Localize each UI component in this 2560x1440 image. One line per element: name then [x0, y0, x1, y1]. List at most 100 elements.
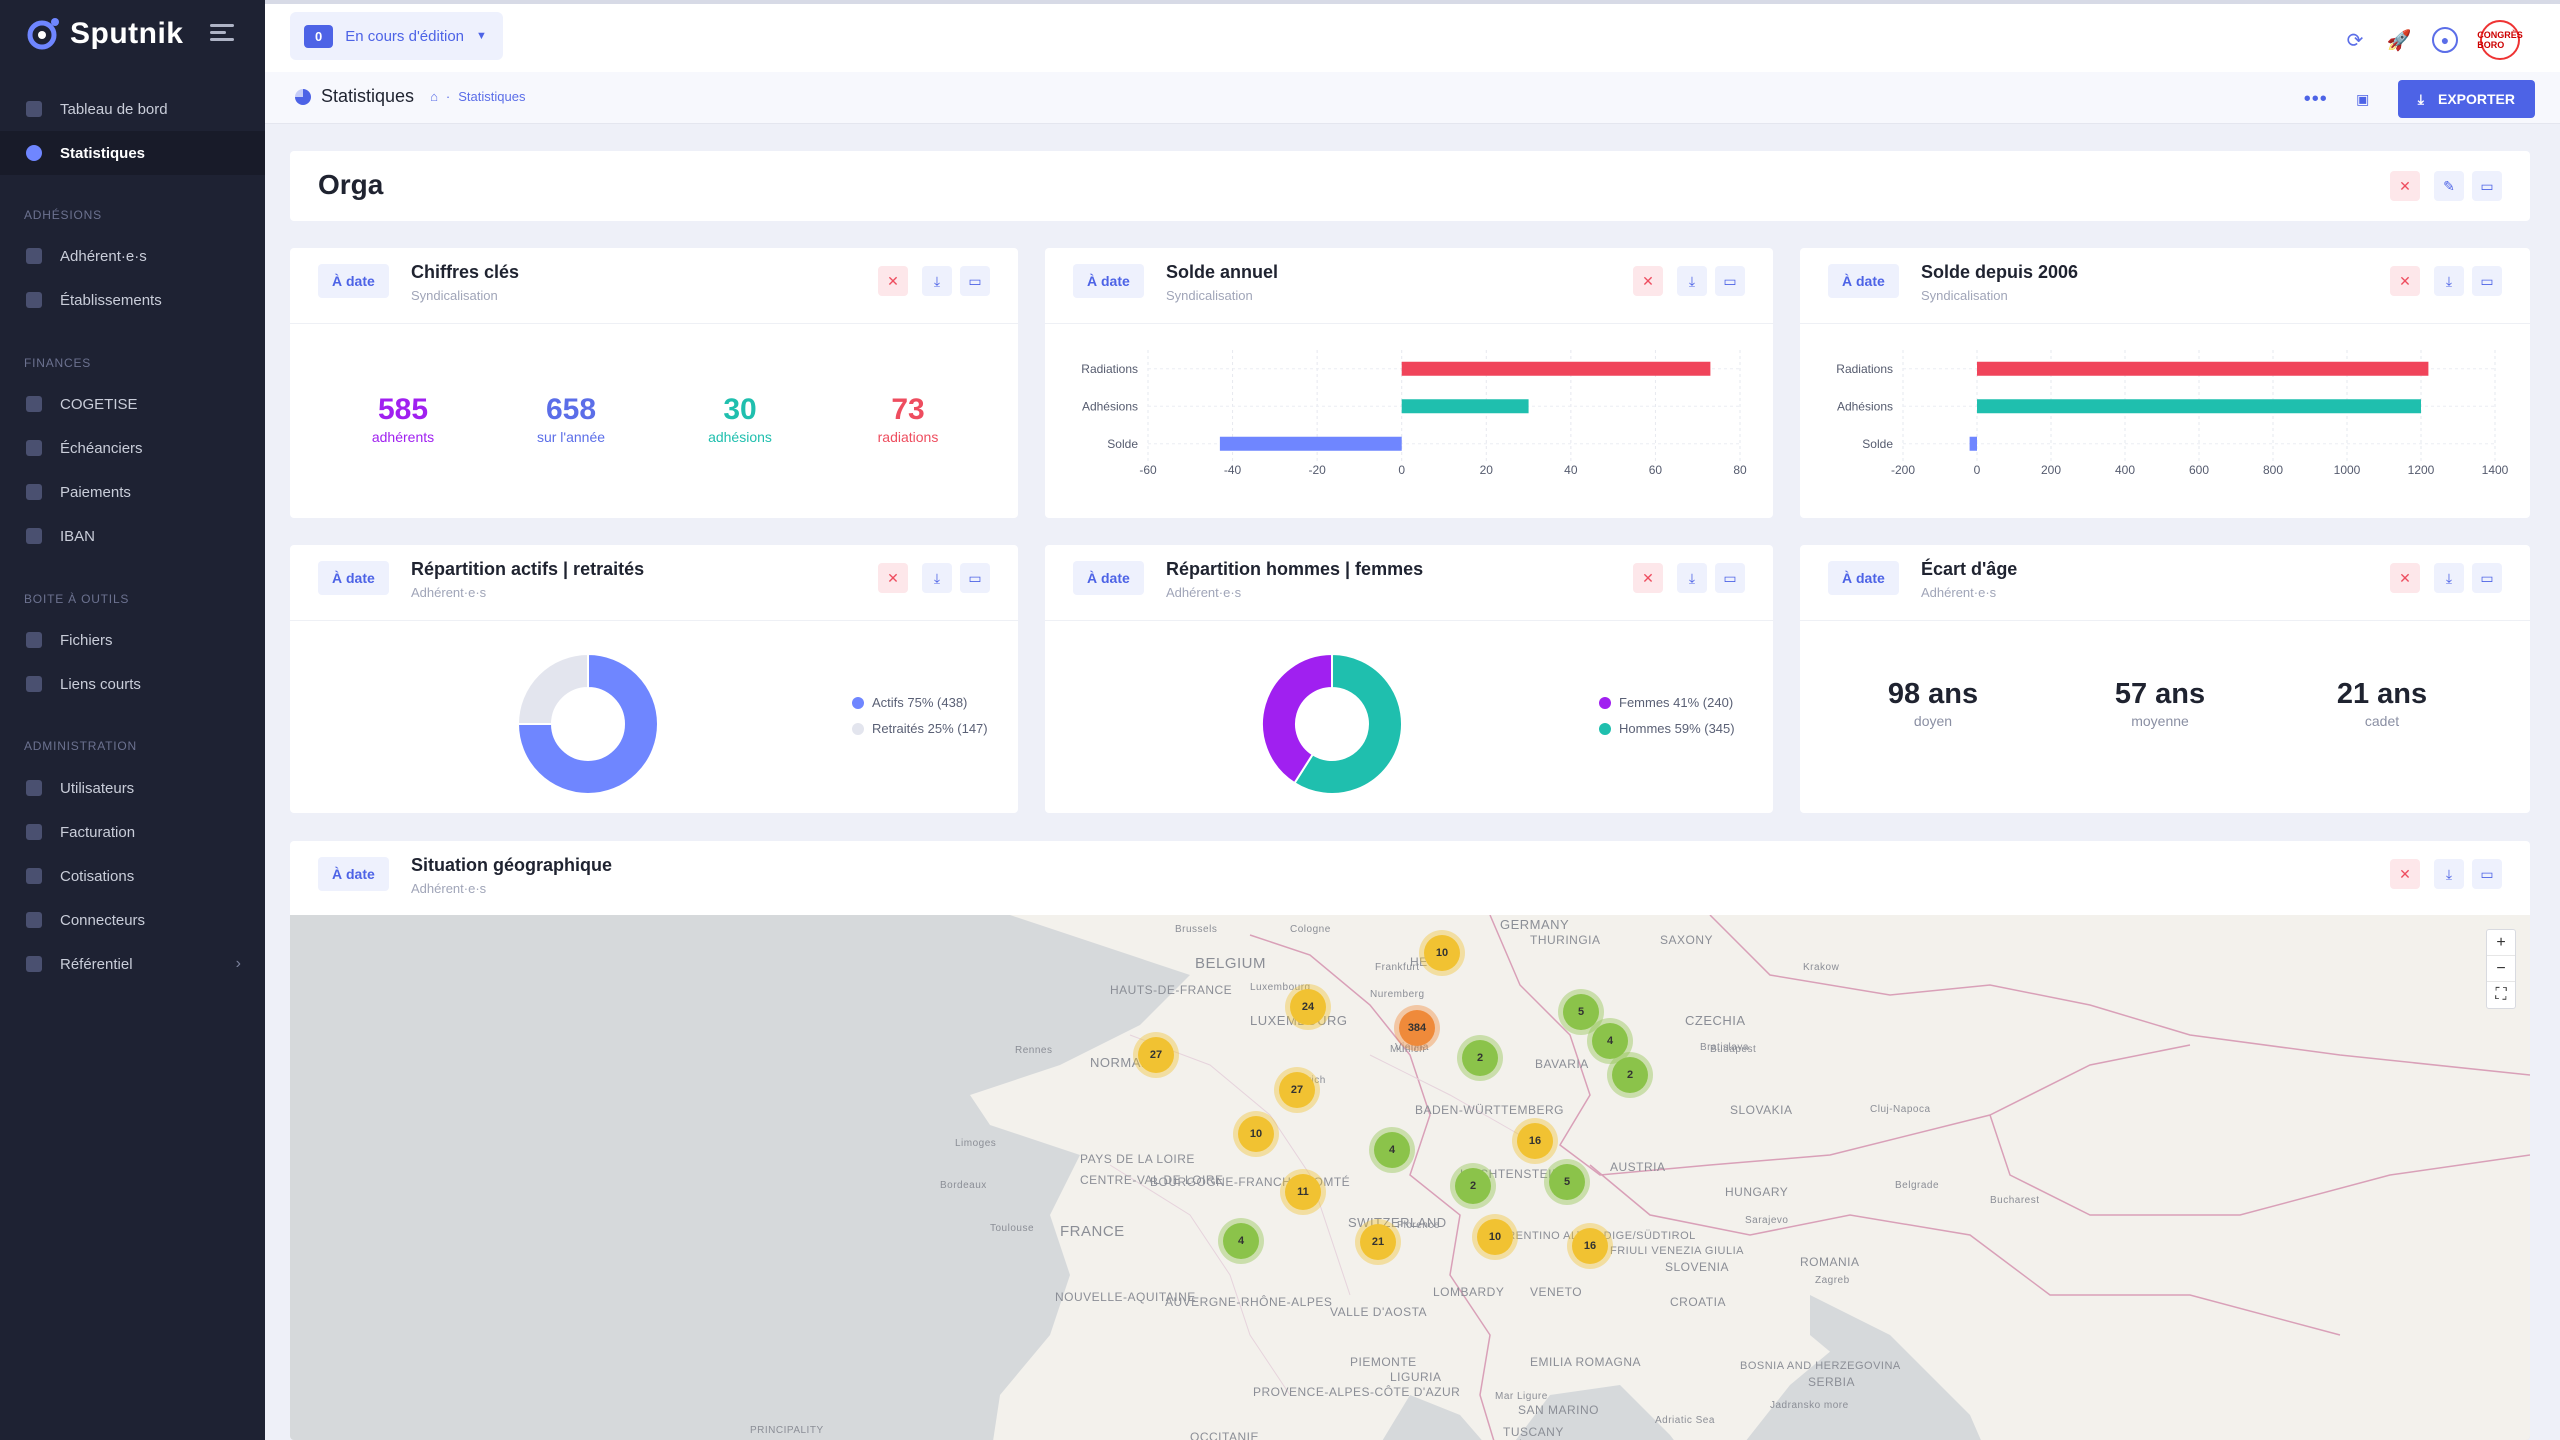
sidebar-item-etablissements[interactable]: Établissements [0, 278, 265, 322]
card-hommes-femmes: À date Répartition hommes | femmes Adhér… [1045, 545, 1773, 813]
card-title: Chiffres clés [411, 262, 520, 282]
window-icon[interactable]: ▭ [2472, 859, 2502, 889]
zoom-out-icon[interactable]: − [2487, 956, 2515, 982]
map-cluster-marker[interactable]: 11 [1285, 1174, 1321, 1210]
age-doyen: 98 ans doyen [1887, 678, 1979, 729]
logo[interactable]: Sputnik [24, 14, 184, 54]
a-date-button[interactable]: À date [1073, 561, 1144, 595]
orga-title: Orga [318, 169, 384, 200]
refresh-icon[interactable]: ⟳ [2346, 29, 2364, 52]
map-cluster-marker[interactable]: 21 [1360, 1224, 1396, 1260]
y-tick-label: Solde [1862, 437, 1893, 451]
x-tick-label: 200 [2041, 463, 2061, 477]
a-date-button[interactable]: À date [318, 264, 389, 298]
sidebar-item-paiements[interactable]: Paiements [0, 470, 265, 514]
map-label: CROATIA [1670, 1295, 1726, 1309]
map-label: EMILIA ROMAGNA [1530, 1355, 1642, 1369]
map-cluster-marker[interactable]: 4 [1223, 1223, 1259, 1259]
a-date-button[interactable]: À date [1828, 561, 1899, 595]
map-cluster-marker[interactable]: 10 [1477, 1219, 1513, 1255]
link-icon [26, 676, 42, 692]
download-icon[interactable]: ⤓ [922, 563, 952, 593]
map-label: Cluj-Napoca [1870, 1104, 1931, 1115]
download-icon[interactable]: ⤓ [1677, 563, 1707, 593]
edit-status-dropdown[interactable]: 0 En cours d'édition ▼ [290, 12, 503, 60]
map-cluster-marker[interactable]: 2 [1462, 1040, 1498, 1076]
window-icon[interactable]: ▭ [2472, 171, 2502, 201]
card-title: Solde depuis 2006 [1921, 262, 2079, 282]
status-label: En cours d'édition [345, 27, 465, 45]
sidebar-item-fichiers[interactable]: Fichiers [0, 618, 265, 662]
map-cluster-marker[interactable]: 10 [1238, 1116, 1274, 1152]
window-icon[interactable]: ▭ [1715, 266, 1745, 296]
map-cluster-marker[interactable]: 27 [1279, 1072, 1315, 1108]
sidebar-item-echeanciers[interactable]: Échéanciers [0, 426, 265, 470]
card-subtitle: Adhérent·e·s [411, 585, 487, 600]
map-label: PROVENCE-ALPES-CÔTE D'AZUR [1253, 1385, 1461, 1399]
more-options-icon[interactable]: ••• [2303, 87, 2328, 110]
close-icon[interactable]: ✕ [2390, 171, 2420, 201]
window-icon[interactable]: ▭ [960, 266, 990, 296]
sidebar-item-statistiques[interactable]: Statistiques [0, 131, 265, 175]
map-cluster-marker[interactable]: 24 [1290, 989, 1326, 1025]
map-cluster-marker[interactable]: 5 [1549, 1164, 1585, 1200]
download-icon[interactable]: ⤓ [922, 266, 952, 296]
download-icon[interactable]: ⤓ [2434, 859, 2464, 889]
sidebar-item-liens-courts[interactable]: Liens courts [0, 662, 265, 706]
kpi-adhesions: 30 adhésions [708, 393, 772, 445]
map[interactable]: + − ⛶ GERMANYTHURINGIASAXONYBELGIUMHESSE… [290, 915, 2530, 1440]
window-icon[interactable]: ▭ [960, 563, 990, 593]
close-icon[interactable]: ✕ [878, 266, 908, 296]
map-cluster-marker[interactable]: 384 [1399, 1010, 1435, 1046]
sidebar-item-referentiel[interactable]: Référentiel › [0, 942, 265, 986]
map-cluster-marker[interactable]: 2 [1455, 1168, 1491, 1204]
edit-icon[interactable]: ✎ [2434, 171, 2464, 201]
sidebar-item-iban[interactable]: IBAN [0, 514, 265, 558]
fullscreen-icon[interactable]: ⛶ [2495, 986, 2507, 1003]
sidebar-item-facturation[interactable]: Facturation [0, 810, 265, 854]
sidebar-item-adherents[interactable]: Adhérent·e·s [0, 234, 265, 278]
map-cluster-marker[interactable]: 16 [1572, 1228, 1608, 1264]
download-icon[interactable]: ⤓ [1677, 266, 1707, 296]
close-icon[interactable]: ✕ [2390, 266, 2420, 296]
a-date-button[interactable]: À date [1073, 264, 1144, 298]
map-cluster-marker[interactable]: 2 [1612, 1057, 1648, 1093]
avatar[interactable]: CONGRÈS BORO [2477, 20, 2523, 60]
rocket-icon[interactable]: 🚀 [2386, 29, 2412, 52]
sidebar-item-cotisations[interactable]: Cotisations [0, 854, 265, 898]
close-icon[interactable]: ✕ [878, 563, 908, 593]
close-icon[interactable]: ✕ [2390, 859, 2420, 889]
a-date-button[interactable]: À date [318, 561, 389, 595]
download-icon[interactable]: ⤓ [2434, 563, 2464, 593]
close-icon[interactable]: ✕ [1633, 563, 1663, 593]
export-button[interactable]: ⤓ EXPORTER [2397, 80, 2535, 118]
sidebar-item-tableau-de-bord[interactable]: Tableau de bord [0, 87, 265, 131]
y-tick-label: Radiations [1081, 362, 1138, 376]
window-icon[interactable]: ▭ [1715, 563, 1745, 593]
breadcrumb-item[interactable]: Statistiques [458, 89, 526, 104]
window-icon[interactable]: ▭ [2472, 563, 2502, 593]
home-icon[interactable]: ⌂ [430, 89, 438, 104]
sidebar-item-cogetise[interactable]: COGETISE [0, 382, 265, 426]
user-circle-icon[interactable]: ● [2432, 27, 2458, 53]
close-icon[interactable]: ✕ [1633, 266, 1663, 296]
map-label: BOSNIA AND HERZEGOVINA [1740, 1360, 1901, 1372]
calendar-icon [26, 440, 42, 456]
a-date-button[interactable]: À date [1828, 264, 1899, 298]
sidebar-item-utilisateurs[interactable]: Utilisateurs [0, 766, 265, 810]
menu-toggle-icon[interactable] [210, 24, 234, 42]
map-cluster-marker[interactable]: 5 [1563, 994, 1599, 1030]
sidebar-item-connecteurs[interactable]: Connecteurs [0, 898, 265, 942]
zoom-in-icon[interactable]: + [2487, 930, 2515, 956]
legend-item: Femmes 41% (240) [1599, 695, 1735, 710]
map-cluster-marker[interactable]: 4 [1374, 1132, 1410, 1168]
save-icon[interactable]: ▣ [2356, 90, 2370, 107]
map-cluster-marker[interactable]: 10 [1424, 935, 1460, 971]
close-icon[interactable]: ✕ [2390, 563, 2420, 593]
a-date-button[interactable]: À date [318, 857, 389, 891]
download-icon[interactable]: ⤓ [2434, 266, 2464, 296]
map-cluster-marker[interactable]: 16 [1517, 1123, 1553, 1159]
map-cluster-marker[interactable]: 27 [1138, 1037, 1174, 1073]
map-cluster-marker[interactable]: 4 [1592, 1023, 1628, 1059]
window-icon[interactable]: ▭ [2472, 266, 2502, 296]
